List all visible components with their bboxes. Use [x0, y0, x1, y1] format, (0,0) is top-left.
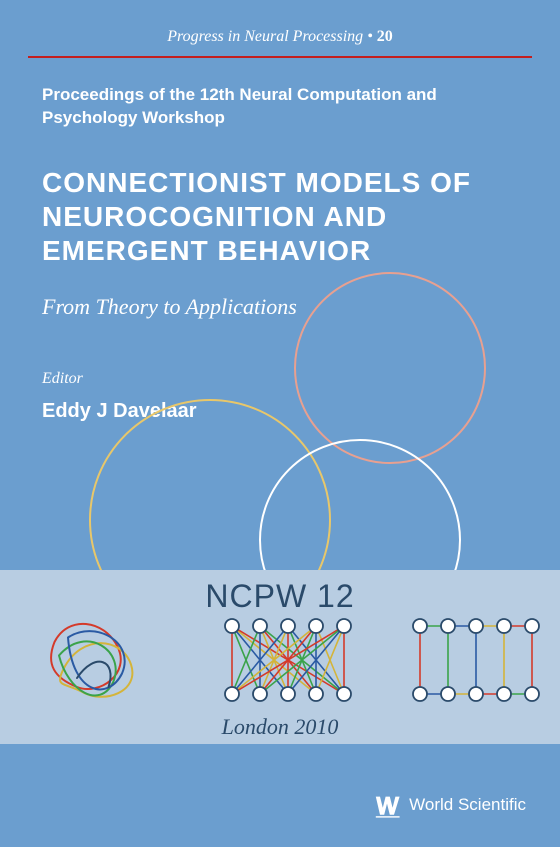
publisher: World Scientific [373, 791, 526, 819]
publisher-name: World Scientific [409, 795, 526, 815]
publisher-logo-icon [373, 791, 401, 819]
london-label: London 2010 [0, 714, 560, 740]
